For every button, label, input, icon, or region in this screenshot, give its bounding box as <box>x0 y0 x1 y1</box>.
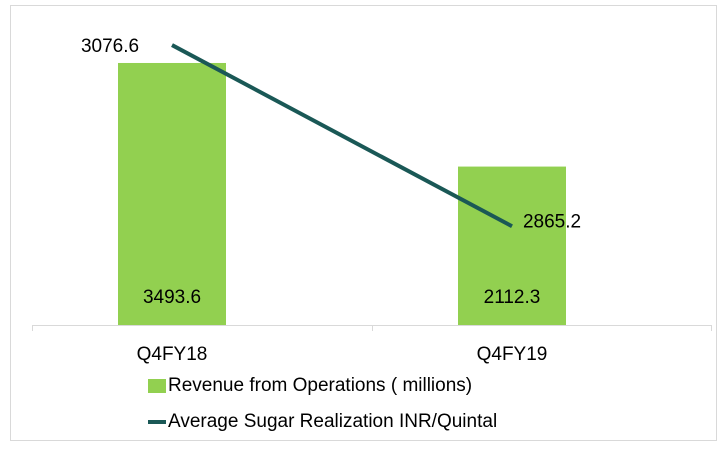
line <box>171 43 513 229</box>
x-tick-label: Q4FY19 <box>477 344 548 365</box>
data-label: 2865.2 <box>523 211 581 232</box>
legend-label: Revenue from Operations ( millions) <box>168 375 472 396</box>
legend-label: Average Sugar Realization INR/Quintal <box>168 411 497 432</box>
x-tick-label: Q4FY18 <box>137 344 208 365</box>
data-label: 3493.6 <box>143 287 201 308</box>
bar <box>458 166 566 325</box>
data-label: 2112.3 <box>484 287 541 308</box>
data-label: 3076.6 <box>81 36 139 57</box>
x-axis <box>32 325 712 331</box>
legend-swatch <box>148 379 166 393</box>
bar <box>118 62 226 325</box>
